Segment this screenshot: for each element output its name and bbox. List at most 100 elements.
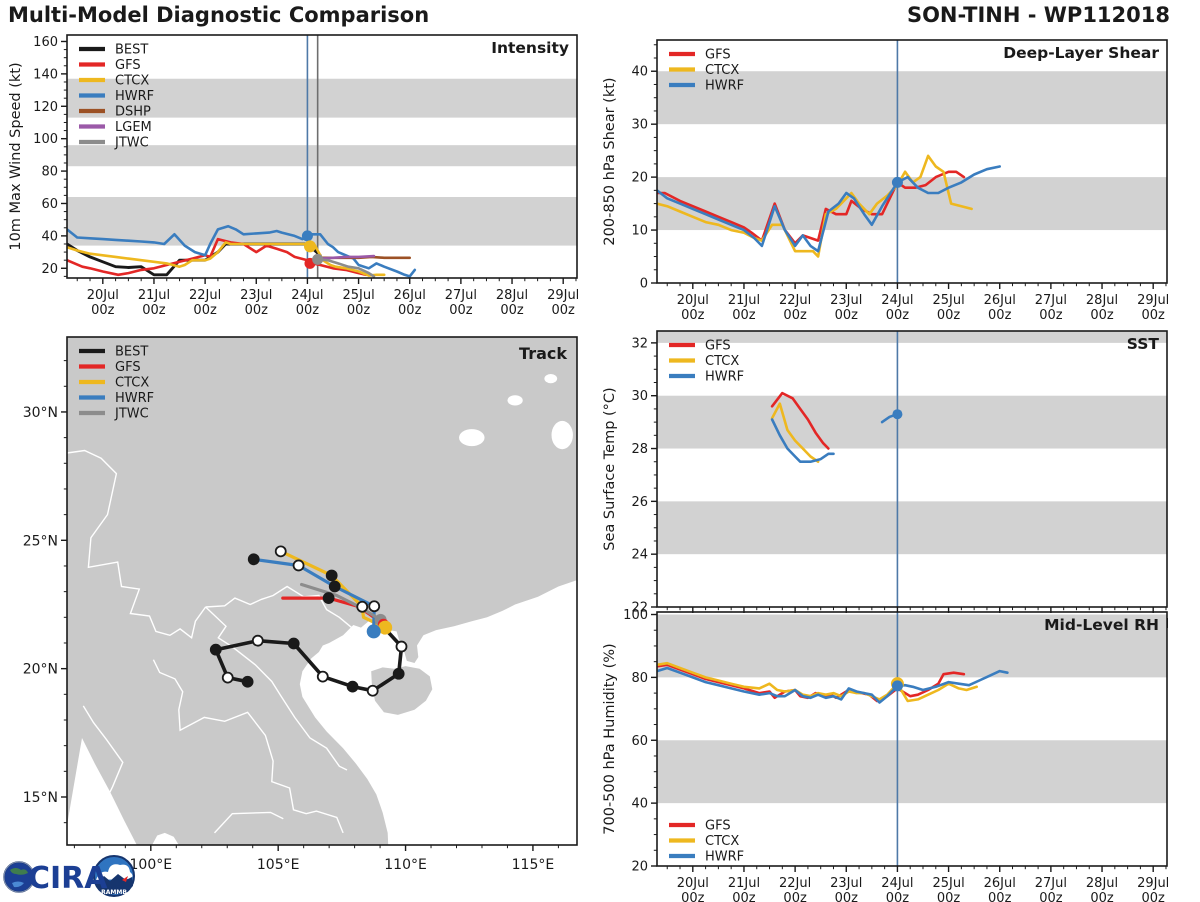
svg-text:27Jul: 27Jul — [1035, 876, 1067, 891]
cira-globe-icon — [3, 861, 35, 893]
svg-text:24Jul: 24Jul — [881, 876, 913, 891]
series-HWRF — [657, 165, 1001, 253]
svg-text:160: 160 — [33, 35, 58, 50]
svg-text:00z: 00z — [937, 891, 961, 902]
svg-text:00z: 00z — [1142, 891, 1166, 902]
svg-text:26Jul: 26Jul — [984, 293, 1016, 308]
marker-HWRF — [892, 409, 903, 420]
svg-text:00z: 00z — [732, 891, 756, 902]
svg-text:00z: 00z — [1142, 308, 1166, 323]
plot-frame — [656, 39, 1168, 284]
position-marker — [392, 667, 405, 680]
position-marker — [366, 684, 379, 697]
category-bands — [657, 331, 1167, 555]
svg-text:JTWC: JTWC — [114, 407, 149, 422]
svg-text:BEST: BEST — [115, 43, 148, 58]
data-series — [67, 224, 417, 278]
svg-text:24: 24 — [631, 548, 648, 563]
data-series — [657, 154, 1001, 258]
position-marker — [241, 675, 254, 688]
series-HWRF — [657, 666, 1009, 704]
y-axis-label: 10m Max Wind Speed (kt) — [8, 62, 24, 250]
series-CTCX — [770, 402, 820, 463]
svg-text:00z: 00z — [988, 891, 1012, 902]
svg-text:140: 140 — [33, 67, 58, 82]
x-axis: 100°E 105°E 110°E 115°E — [73, 845, 559, 873]
country-border — [152, 659, 344, 834]
panel-label: Track — [519, 344, 567, 363]
mid-level-rh-chart: 20Jul00z21Jul00z22Jul00z23Jul00z24Jul00z… — [602, 608, 1169, 902]
panel-label: Deep-Layer Shear — [1003, 44, 1159, 62]
svg-text:00z: 00z — [937, 308, 961, 323]
category-bands — [657, 71, 1167, 231]
svg-text:40: 40 — [631, 797, 648, 812]
series-CTCX — [67, 241, 386, 277]
svg-text:HWRF: HWRF — [705, 370, 744, 385]
svg-text:20Jul: 20Jul — [677, 876, 709, 891]
svg-text:26: 26 — [631, 495, 648, 510]
svg-text:24Jul: 24Jul — [291, 288, 323, 303]
svg-text:20Jul: 20Jul — [87, 288, 119, 303]
position-marker — [287, 637, 300, 650]
svg-text:GFS: GFS — [705, 819, 731, 834]
svg-text:00z: 00z — [681, 308, 705, 323]
y-axis: 22 24 26 28 30 32 Sea Surface Temp (°C) — [602, 336, 657, 616]
svg-text:HWRF: HWRF — [705, 79, 744, 94]
svg-text:30: 30 — [631, 389, 648, 404]
svg-text:00z: 00z — [193, 303, 217, 318]
svg-text:GFS: GFS — [705, 48, 731, 63]
position-marker — [251, 634, 264, 647]
svg-text:00z: 00z — [91, 303, 115, 318]
svg-text:00z: 00z — [1039, 308, 1063, 323]
position-marker — [346, 680, 359, 693]
rammb-badge-icon: RAMMB — [93, 855, 135, 897]
svg-text:00z: 00z — [296, 303, 320, 318]
lake — [507, 395, 523, 406]
series-GFS — [657, 170, 966, 245]
y-axis-label: 700-500 hPa Humidity (%) — [602, 643, 618, 834]
data-series — [770, 391, 903, 463]
svg-text:26Jul: 26Jul — [984, 876, 1016, 891]
x-axis: 20Jul00z21Jul00z22Jul00z23Jul00z24Jul00z… — [666, 283, 1169, 323]
svg-text:30°N: 30°N — [23, 405, 58, 421]
series-HWRF — [770, 418, 835, 463]
svg-text:25Jul: 25Jul — [342, 288, 374, 303]
svg-text:100: 100 — [623, 608, 648, 623]
svg-text:80: 80 — [41, 165, 58, 180]
y-axis: 20 40 60 80 100 120 140 160 10m Max Wind Speed (… — [8, 35, 67, 277]
svg-text:00z: 00z — [245, 303, 269, 318]
svg-text:24Jul: 24Jul — [881, 293, 913, 308]
svg-text:00z: 00z — [347, 303, 371, 318]
data-series — [657, 661, 1009, 704]
svg-text:HWRF: HWRF — [115, 89, 154, 104]
svg-text:GFS: GFS — [115, 58, 141, 73]
svg-text:22Jul: 22Jul — [779, 876, 811, 891]
svg-text:00z: 00z — [1090, 308, 1114, 323]
storm-title: SON-TINH - WP112018 — [906, 3, 1170, 27]
svg-text:RAMMB: RAMMB — [101, 889, 127, 896]
x-axis: 20Jul00z21Jul00z22Jul00z23Jul00z24Jul00z… — [76, 278, 579, 318]
position-marker — [395, 640, 408, 653]
svg-text:JTWC: JTWC — [114, 136, 149, 151]
position-marker — [322, 592, 335, 604]
y-axis: 20 40 60 80 100 700-500 hPa Humidity (%) — [602, 608, 657, 875]
svg-text:25Jul: 25Jul — [932, 876, 964, 891]
marker-CTCX — [303, 240, 316, 253]
svg-text:20: 20 — [631, 171, 648, 186]
svg-text:30: 30 — [631, 118, 648, 133]
svg-text:CTCX: CTCX — [705, 834, 739, 849]
svg-text:110°E: 110°E — [384, 857, 427, 873]
position-marker — [274, 545, 287, 558]
svg-text:29Jul: 29Jul — [1137, 293, 1169, 308]
svg-text:00z: 00z — [732, 308, 756, 323]
panel-label: Intensity — [491, 39, 569, 57]
svg-text:00z: 00z — [783, 891, 807, 902]
svg-text:00z: 00z — [681, 891, 705, 902]
plot-frame — [656, 611, 1168, 867]
svg-text:00z: 00z — [1039, 891, 1063, 902]
landmass — [371, 666, 433, 715]
svg-text:00z: 00z — [142, 303, 166, 318]
plot-frame — [66, 34, 578, 279]
